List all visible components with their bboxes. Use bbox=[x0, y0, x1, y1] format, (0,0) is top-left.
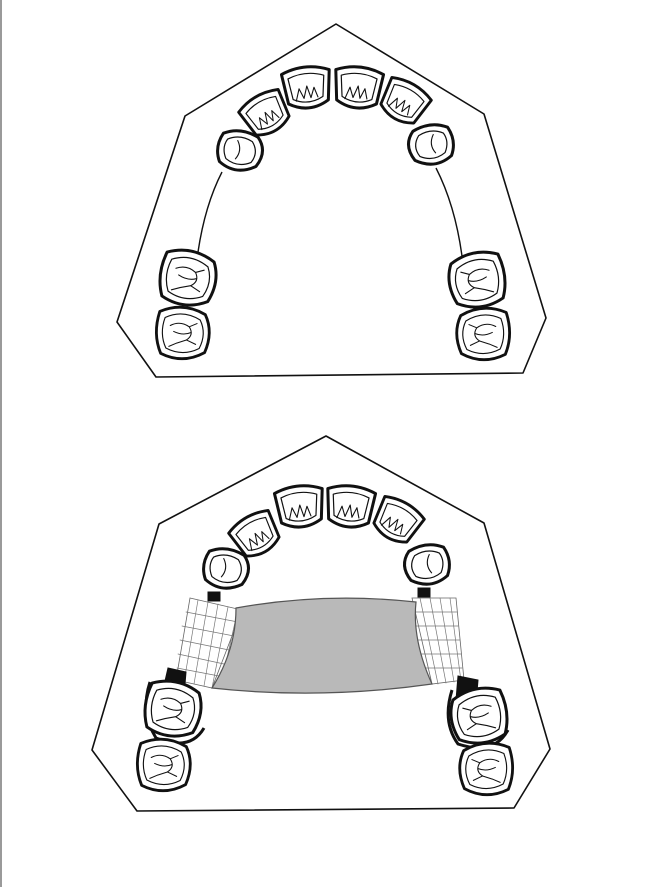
upper-arch-with-denture-figure bbox=[91, 435, 551, 812]
palate-outline bbox=[116, 23, 547, 378]
mesh-retention-left bbox=[175, 597, 243, 689]
occlusal-rest-right bbox=[417, 587, 431, 598]
tooth-molar-left-2 bbox=[134, 736, 194, 795]
tooth-molar-right-2 bbox=[453, 305, 513, 364]
clasp-ring-right bbox=[446, 689, 510, 750]
arch-line-left bbox=[197, 171, 223, 253]
tooth-central-left bbox=[272, 482, 328, 531]
tooth-molar-right-2 bbox=[456, 740, 516, 799]
upper-arch-figure bbox=[116, 23, 547, 378]
page-left-border bbox=[0, 0, 2, 887]
tooth-central-right bbox=[322, 482, 378, 531]
tooth-central-right bbox=[330, 63, 386, 112]
arch-line-right bbox=[435, 167, 463, 257]
occlusal-rest-left bbox=[207, 591, 221, 602]
mesh-retention-right bbox=[411, 597, 465, 685]
tooth-central-left bbox=[279, 63, 335, 112]
denture-palatal-plate bbox=[210, 597, 433, 694]
tooth-molar-left-2 bbox=[153, 304, 213, 363]
